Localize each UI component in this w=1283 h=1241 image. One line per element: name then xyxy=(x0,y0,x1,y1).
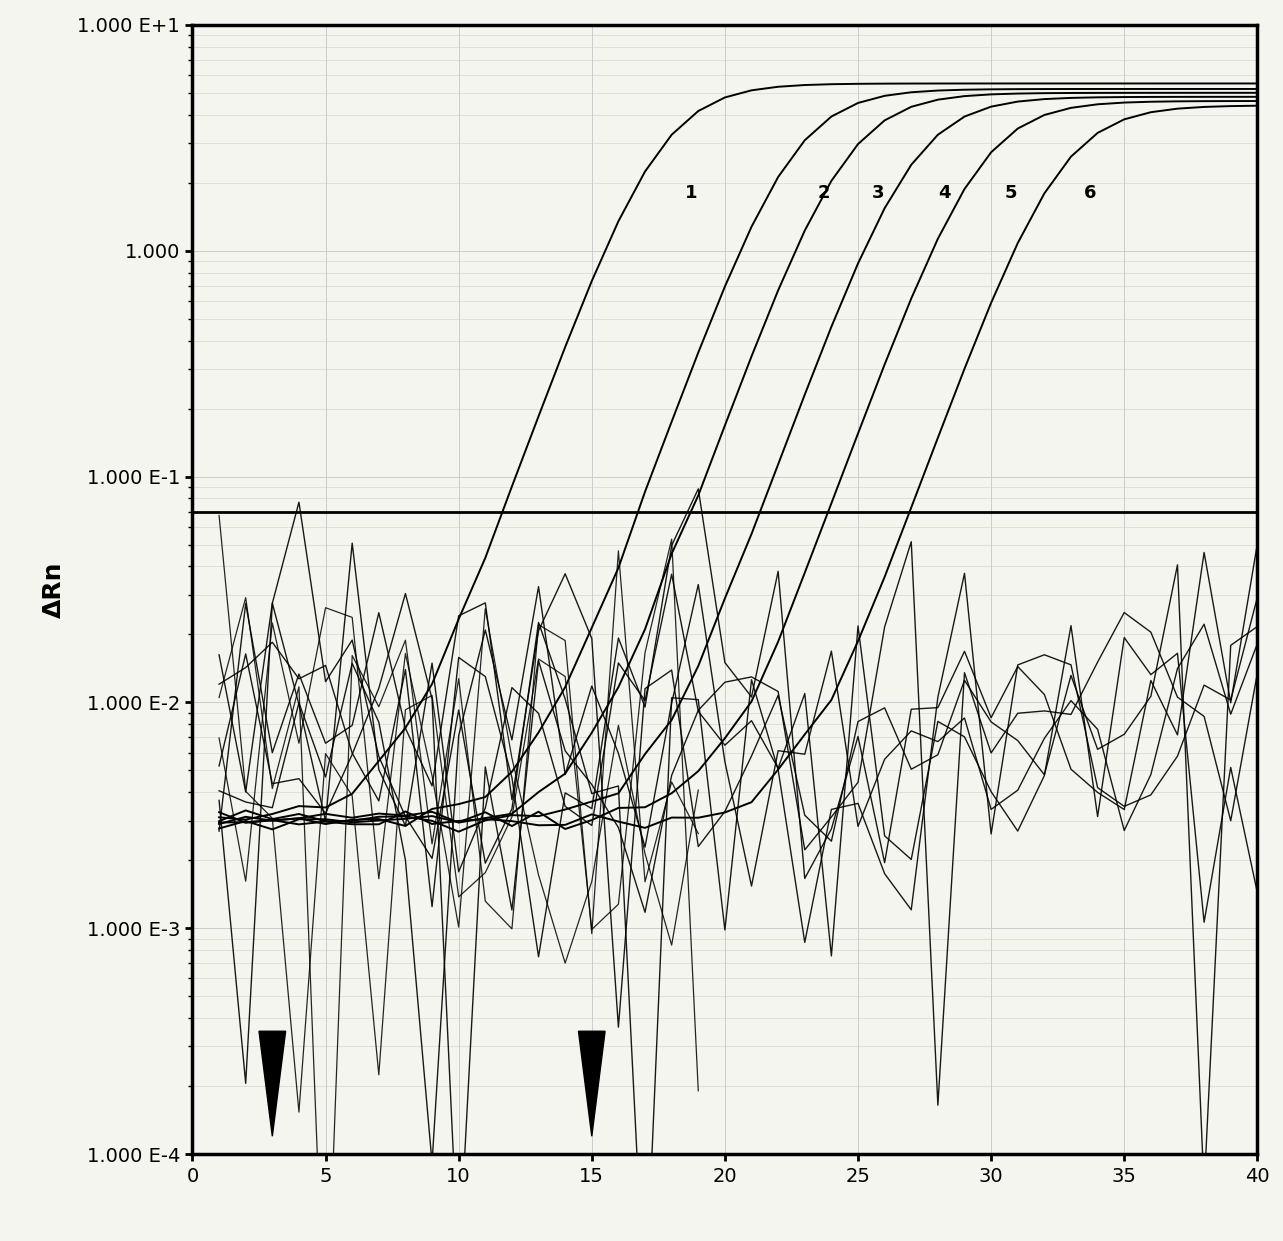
Text: 2: 2 xyxy=(819,184,830,202)
Text: 4: 4 xyxy=(938,184,951,202)
Polygon shape xyxy=(259,1031,286,1137)
Text: 3: 3 xyxy=(871,184,884,202)
Text: 1: 1 xyxy=(685,184,698,202)
Y-axis label: ΔRn: ΔRn xyxy=(42,561,67,618)
Text: 5: 5 xyxy=(1005,184,1017,202)
Polygon shape xyxy=(579,1031,606,1137)
Text: 6: 6 xyxy=(1084,184,1097,202)
